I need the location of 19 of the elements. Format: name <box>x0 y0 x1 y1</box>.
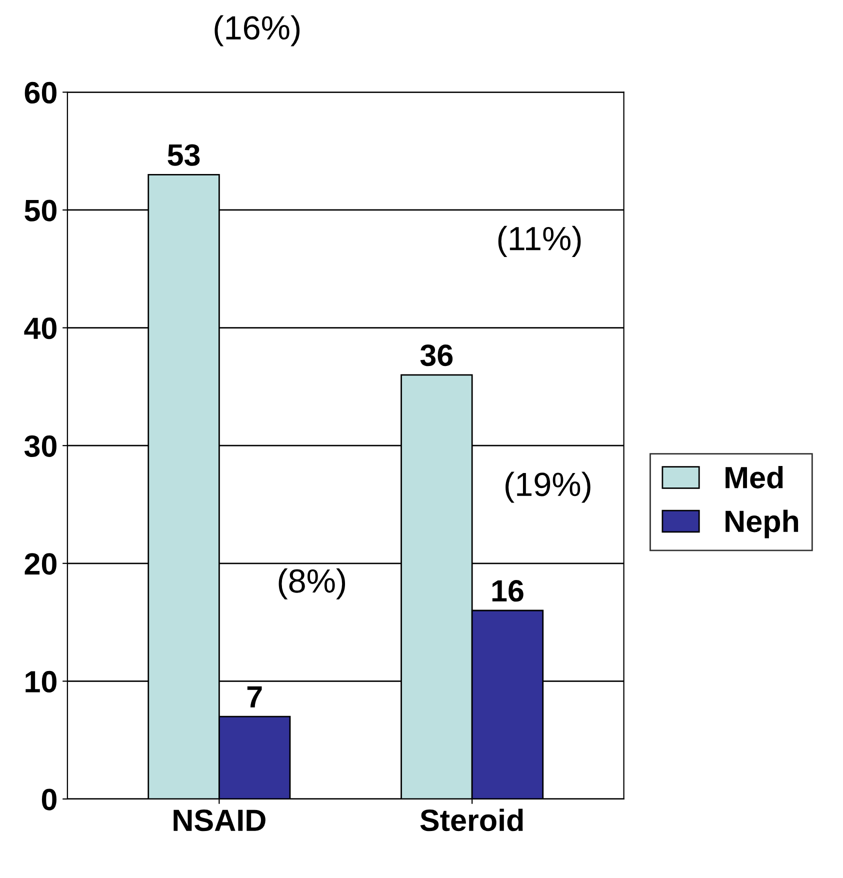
y-tick-label: 50 <box>24 200 56 222</box>
y-tick-label: 20 <box>24 553 56 575</box>
legend-label: Med <box>726 466 783 488</box>
data-label: 7 <box>247 686 262 708</box>
data-label: 36 <box>420 344 453 366</box>
annotation: (11%) <box>498 226 581 257</box>
y-tick-label: 40 <box>24 318 56 340</box>
y-tick-label: 30 <box>24 435 56 457</box>
annotation: (8%) <box>278 568 346 600</box>
text: (16%) <box>214 15 300 46</box>
data-label: 53 <box>168 144 200 166</box>
y-tick-label: 0 <box>42 788 56 810</box>
data-label: 16 <box>492 580 524 602</box>
x-tick-label: NSAID <box>174 810 266 832</box>
y-tick-label: 10 <box>26 670 56 693</box>
x-tick-label: Steroid <box>420 808 523 832</box>
annotation: (19%) <box>506 472 590 503</box>
y-tick-label: 60 <box>24 82 56 104</box>
legend-label: Neph <box>726 510 798 538</box>
